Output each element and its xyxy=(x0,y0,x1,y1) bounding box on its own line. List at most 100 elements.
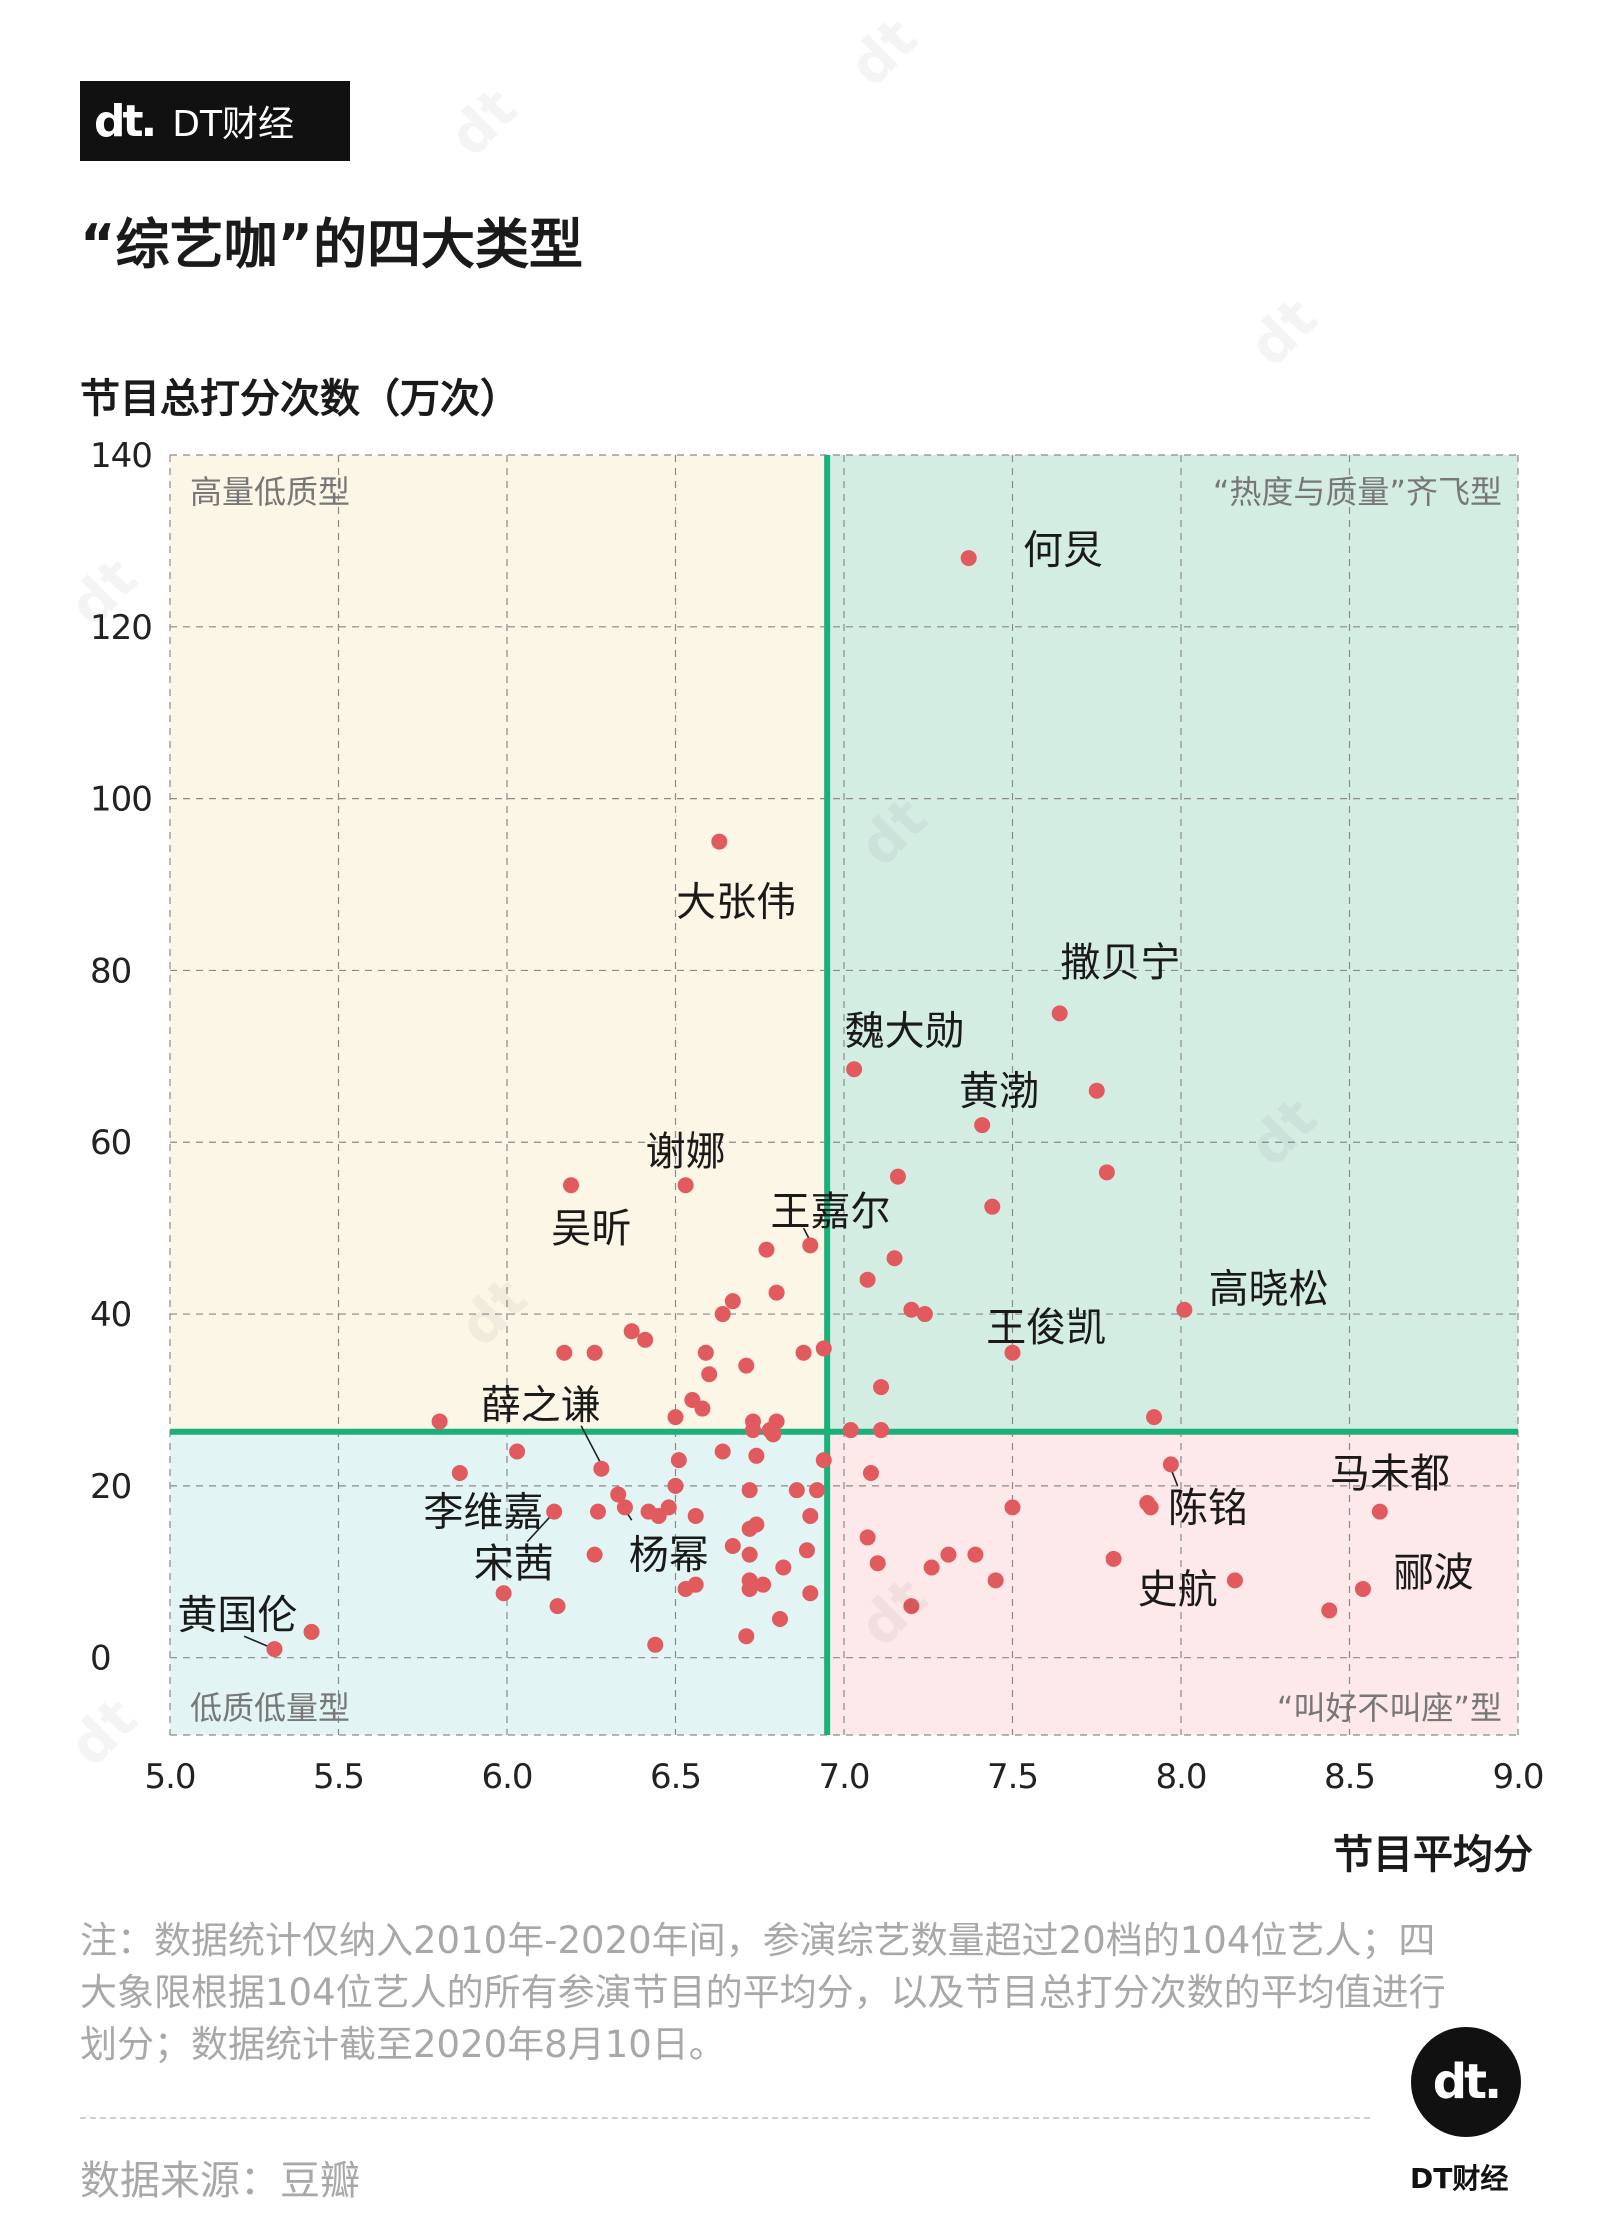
data-point xyxy=(586,1546,603,1563)
data-point xyxy=(886,1250,903,1267)
y-tick-label: 40 xyxy=(90,1295,131,1335)
x-tick-label: 9.0 xyxy=(1492,1757,1543,1797)
data-point xyxy=(650,1507,667,1524)
data-point xyxy=(724,1538,741,1555)
data-point xyxy=(846,1061,863,1078)
data-source: 数据来源：豆瓣 xyxy=(80,2158,360,2204)
data-point xyxy=(741,1546,758,1563)
data-point xyxy=(1146,1409,1163,1426)
data-point xyxy=(1354,1580,1371,1597)
x-tick-label: 6.0 xyxy=(481,1757,532,1797)
data-point xyxy=(974,1117,991,1134)
point-label: 撒贝宁 xyxy=(1060,940,1180,986)
data-point xyxy=(667,1409,684,1426)
y-tick-label: 0 xyxy=(90,1639,111,1679)
data-point xyxy=(1105,1550,1122,1567)
data-point xyxy=(1004,1344,1021,1361)
x-tick-label: 5.5 xyxy=(313,1757,364,1797)
x-tick-label: 8.0 xyxy=(1155,1757,1206,1797)
data-point xyxy=(859,1529,876,1546)
data-point xyxy=(815,1452,832,1469)
data-point xyxy=(862,1464,879,1481)
data-point xyxy=(509,1443,526,1460)
data-point xyxy=(589,1503,606,1520)
data-point xyxy=(616,1499,633,1516)
data-point xyxy=(1051,1005,1068,1022)
data-point xyxy=(916,1306,933,1323)
y-tick-label: 120 xyxy=(90,608,152,648)
data-point xyxy=(1004,1499,1021,1516)
data-point xyxy=(647,1636,664,1653)
data-point xyxy=(923,1559,940,1576)
data-point xyxy=(549,1598,566,1615)
point-label: 王嘉尔 xyxy=(771,1189,891,1235)
point-label: 王俊凯 xyxy=(986,1305,1106,1351)
y-tick-label: 60 xyxy=(90,1123,131,1163)
data-point xyxy=(802,1507,819,1524)
point-label: 大张伟 xyxy=(676,880,796,926)
point-label: 郦波 xyxy=(1394,1550,1474,1596)
point-label: 陈铭 xyxy=(1168,1485,1248,1531)
data-point xyxy=(563,1177,580,1194)
quadrant-top-left xyxy=(170,455,828,1432)
dt-logo-icon: dt. xyxy=(94,95,157,147)
data-point xyxy=(670,1452,687,1469)
data-point xyxy=(889,1168,906,1185)
data-point xyxy=(795,1344,812,1361)
data-point xyxy=(623,1323,640,1340)
data-point xyxy=(495,1585,512,1602)
data-point xyxy=(593,1460,610,1477)
data-point xyxy=(266,1641,283,1658)
point-label: 杨幂 xyxy=(629,1533,709,1579)
data-point xyxy=(1226,1572,1243,1589)
point-label: 薛之谦 xyxy=(481,1382,601,1428)
data-point xyxy=(798,1542,815,1559)
data-point xyxy=(714,1443,731,1460)
y-tick-label: 20 xyxy=(90,1467,131,1507)
x-axis-title: 节目平均分 xyxy=(1333,1832,1533,1878)
data-point xyxy=(1098,1164,1115,1181)
point-label: 史航 xyxy=(1138,1567,1218,1613)
data-point xyxy=(815,1340,832,1357)
data-point xyxy=(802,1237,819,1254)
data-point xyxy=(765,1426,782,1443)
data-point xyxy=(694,1400,711,1417)
data-point xyxy=(697,1344,714,1361)
data-point xyxy=(987,1572,1004,1589)
data-point xyxy=(1162,1456,1179,1473)
data-point xyxy=(431,1413,448,1430)
data-point xyxy=(802,1585,819,1602)
footer-divider xyxy=(80,2117,1370,2119)
annotation-leader-line xyxy=(580,1425,603,1465)
quadrant-label-top-left: 高量低质型 xyxy=(190,473,350,511)
quadrant-bottom-left xyxy=(170,1431,828,1735)
data-point xyxy=(940,1546,957,1563)
scatter-chart: 5.0 5.5 6.0 6.5 7.0 7.5 8.0 8.5 9.0 0 20 40 60 80 100 1… xyxy=(90,436,1545,1797)
point-label: 魏大勋 xyxy=(845,1009,965,1055)
dt-badge-icon: dt. xyxy=(1411,2027,1521,2137)
x-tick-label: 6.5 xyxy=(650,1757,701,1797)
data-point xyxy=(745,1422,762,1439)
point-label: 谢娜 xyxy=(646,1129,726,1175)
data-point xyxy=(637,1331,654,1348)
data-point xyxy=(546,1503,563,1520)
y-axis-title: 节目总打分次数（万次） xyxy=(80,376,520,422)
data-point xyxy=(1088,1082,1105,1099)
footer-brand: DT财经 xyxy=(1410,2162,1509,2195)
data-point xyxy=(1142,1499,1159,1516)
y-tick-label: 80 xyxy=(90,951,131,991)
y-tick-label: 140 xyxy=(90,436,152,476)
annotation-leader-line xyxy=(526,1515,552,1543)
data-point xyxy=(842,1422,859,1439)
data-point xyxy=(873,1422,890,1439)
data-point xyxy=(714,1306,731,1323)
data-point xyxy=(755,1576,772,1593)
point-label: 黄国伦 xyxy=(177,1593,297,1639)
data-point xyxy=(667,1477,684,1494)
data-point xyxy=(873,1379,890,1396)
x-tick-label: 7.0 xyxy=(818,1757,869,1797)
quadrant-bottom-right xyxy=(827,1431,1518,1735)
data-point xyxy=(741,1580,758,1597)
x-tick-label: 7.5 xyxy=(987,1757,1038,1797)
data-point xyxy=(768,1284,785,1301)
